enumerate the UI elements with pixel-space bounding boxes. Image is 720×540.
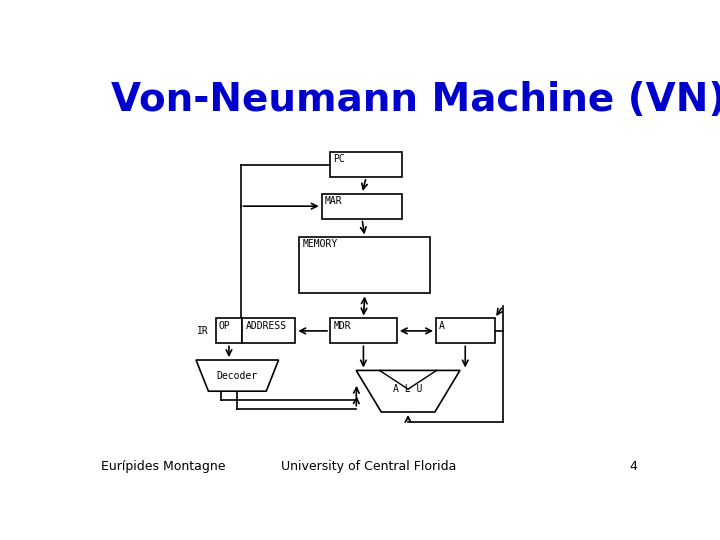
Text: OP: OP [219, 321, 230, 330]
Bar [330, 152, 402, 177]
Bar [330, 319, 397, 343]
Text: University of Central Florida: University of Central Florida [282, 460, 456, 473]
Text: 4: 4 [629, 460, 637, 473]
Text: ADDRESS: ADDRESS [246, 321, 287, 330]
Text: PC: PC [333, 154, 345, 164]
Text: MDR: MDR [333, 321, 351, 330]
Text: A: A [439, 321, 445, 330]
Text: MAR: MAR [325, 196, 343, 206]
Text: MEMORY: MEMORY [302, 239, 338, 249]
Bar [243, 319, 295, 343]
Bar [436, 319, 495, 343]
Bar [322, 194, 402, 219]
Polygon shape [356, 370, 460, 412]
Polygon shape [196, 360, 279, 391]
Bar [215, 319, 243, 343]
Text: IR: IR [197, 326, 209, 336]
Text: Eurípides Montagne: Eurípides Montagne [101, 460, 225, 473]
Text: Decoder: Decoder [217, 370, 258, 381]
Text: A L U: A L U [393, 384, 423, 394]
Text: Von-Neumann Machine (VN): Von-Neumann Machine (VN) [111, 82, 720, 119]
Bar [300, 238, 431, 294]
